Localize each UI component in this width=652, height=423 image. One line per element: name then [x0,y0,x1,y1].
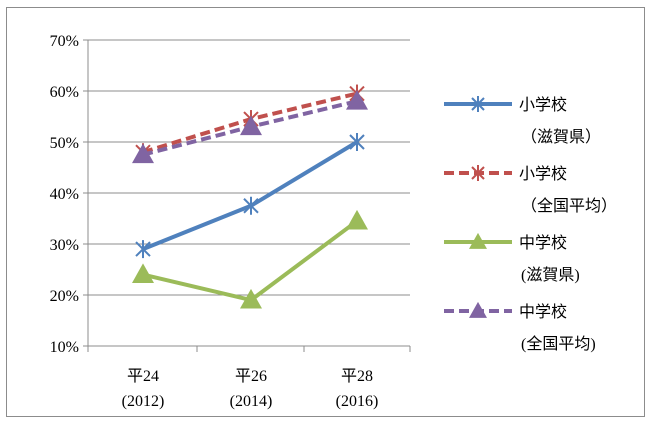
axes [83,39,411,352]
y-tick-label: 20% [50,288,79,305]
legend-marker-2 [469,232,487,249]
legend-marker-0 [471,96,485,112]
x-tick-labels: 平24 (2012) 平26 (2014) 平28 (2016) [122,368,379,410]
gridlines [88,39,410,296]
y-tick-labels: 70% 60% 50% 40% 30% 20% 10% [50,33,79,356]
y-tick-label: 70% [50,33,79,50]
y-tick-label: 10% [50,339,79,356]
data-point-3-1 [240,115,262,136]
y-tick-label: 50% [50,135,79,152]
legend-sublabel-1: （全国平均） [521,197,617,215]
data-point-0-1 [243,196,259,215]
legend-label-2: 中学校 [519,234,567,252]
chart-frame [6,7,645,417]
series-markers [132,84,368,309]
y-tick-label: 30% [50,237,79,254]
data-point-2-2 [346,209,368,230]
legend-label-1: 小学校 [519,165,567,183]
data-point-0-2 [349,133,365,151]
data-point-3-0 [132,143,154,164]
legend-label-0: 小学校 [519,96,567,114]
x-tick-label: (2016) [336,393,379,410]
legend-sublabel-3: (全国平均) [521,335,596,353]
series-line-0 [142,140,359,251]
legend-label-3: 中学校 [519,303,567,321]
data-point-3-2 [346,89,368,110]
legend-marker-1 [471,165,485,181]
legend-sublabel-2: (滋賀県) [521,266,580,284]
y-tick-label: 60% [50,84,79,101]
legend-marker-3 [469,301,487,318]
legend: 小学校 （滋賀県） 小学校 （全国平均） 中学校 (滋賀県) 中学校 (全国平均) [444,96,617,353]
series-line-2 [142,219,359,303]
y-tick-label: 40% [50,186,79,203]
data-point-2-1 [240,288,262,309]
x-tick-label: 平24 [127,368,159,385]
x-tick-label: 平28 [341,368,373,385]
x-tick-label: 平26 [235,368,267,385]
legend-sublabel-0: （滋賀県） [521,128,601,146]
x-tick-label: (2014) [230,393,273,410]
data-point-2-0 [132,263,154,284]
x-tick-label: (2012) [122,393,165,410]
data-point-0-0 [135,240,151,259]
